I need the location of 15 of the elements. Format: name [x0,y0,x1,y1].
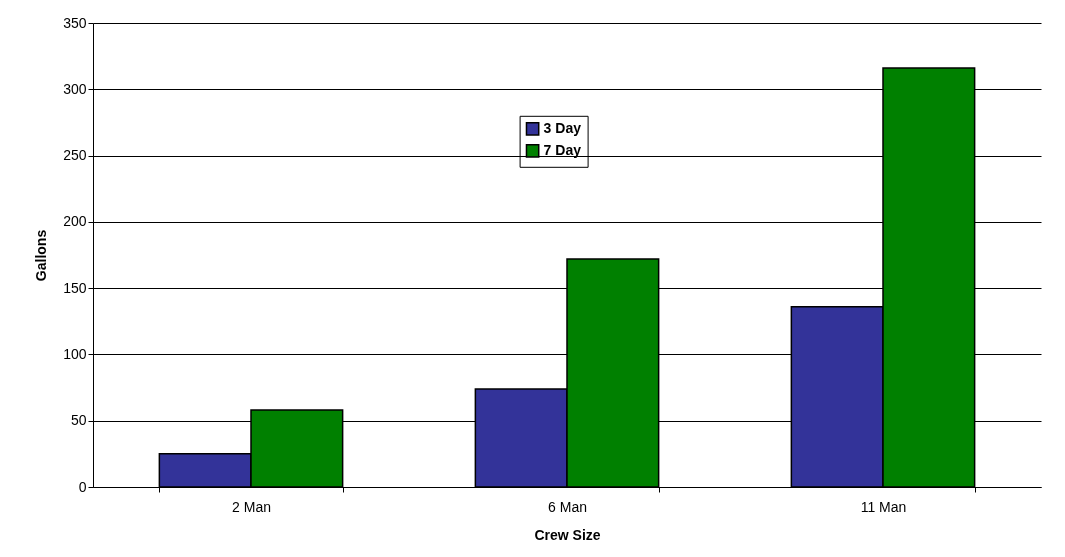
x-tick-label: 6 Man [548,498,587,515]
y-tick-label: 150 [63,279,87,296]
y-tick-label: 350 [63,14,87,31]
legend-label: 7 Day [543,141,582,158]
x-axis-title: Crew Size [534,526,601,543]
y-tick-label: 0 [78,478,87,495]
y-tick-label: 250 [63,147,87,164]
x-tick-label: 2 Man [232,498,271,515]
y-tick-label: 50 [70,412,87,429]
y-tick-label: 100 [63,345,87,362]
y-axis-title: Gallons [33,229,50,282]
y-tick-label: 300 [63,80,87,97]
legend-label: 3 Day [543,119,582,136]
x-tick-label: 11 Man [860,498,907,515]
y-tick-label: 200 [63,213,87,230]
